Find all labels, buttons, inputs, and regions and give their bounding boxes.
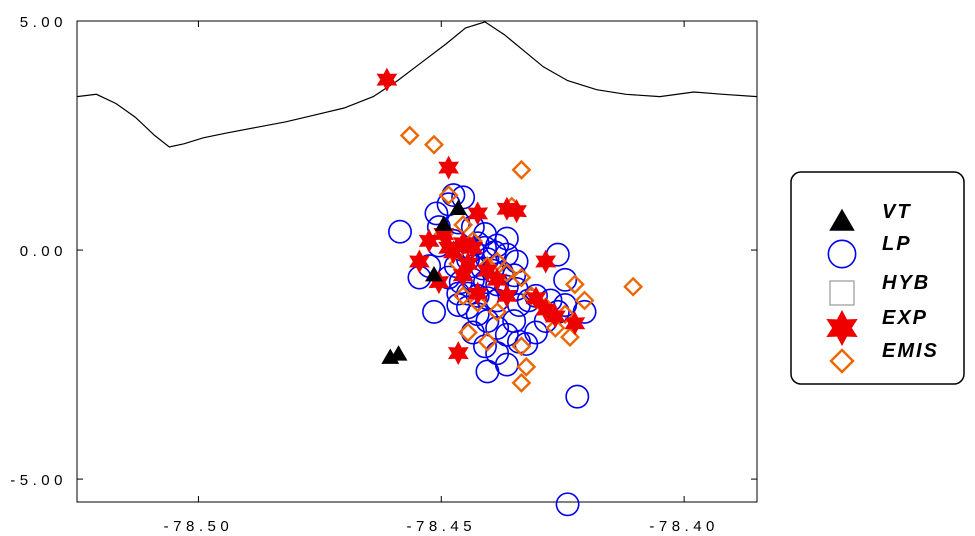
point-lp — [502, 309, 527, 334]
point-emis — [511, 159, 532, 180]
point-emis — [424, 134, 444, 155]
point-exp — [452, 263, 474, 288]
legend-marker-emis — [829, 348, 855, 374]
point-lp — [485, 233, 510, 258]
legend-item-emis: EMIS — [829, 340, 939, 374]
point-emis — [477, 331, 498, 352]
plot-area — [76, 20, 758, 503]
point-lp — [424, 201, 449, 226]
point-exp — [452, 231, 474, 256]
legend-item-lp: LP — [827, 233, 912, 269]
point-exp — [447, 341, 469, 366]
point-exp — [438, 155, 459, 180]
point-exp — [462, 235, 484, 260]
point-emis — [438, 185, 459, 206]
point-exp — [506, 199, 527, 224]
y-tick-label: 5.00 — [20, 14, 67, 31]
point-exp — [418, 228, 440, 253]
point-vt — [425, 266, 443, 282]
legend-marker-lp — [827, 239, 857, 269]
point-exp — [496, 196, 518, 221]
point-exp — [564, 311, 586, 336]
point-exp — [376, 67, 398, 92]
y-tick-label: 0.00 — [20, 243, 67, 260]
point-emis — [467, 292, 488, 313]
point-exp — [433, 222, 455, 246]
topography-layer — [76, 21, 758, 148]
topography-line — [76, 21, 758, 148]
point-lp — [388, 219, 412, 244]
point-emis — [399, 125, 420, 146]
legend-label-vt: VT — [882, 201, 912, 223]
legend-label-lp: LP — [882, 233, 912, 255]
point-exp — [535, 249, 557, 274]
point-lp — [460, 320, 485, 345]
y-tick-label: -5.00 — [10, 472, 67, 489]
point-emis — [511, 267, 532, 288]
point-exp — [457, 251, 479, 276]
legend-label-emis: EMIS — [882, 340, 939, 362]
point-exp — [496, 283, 518, 308]
point-lp — [475, 359, 500, 384]
point-exp — [438, 235, 459, 260]
point-lp — [494, 322, 519, 347]
point-emis — [511, 372, 532, 393]
point-emis — [453, 285, 474, 306]
x-tick-label: -78.45 — [407, 518, 477, 535]
legend-item-hyb: HYB — [829, 272, 930, 306]
point-emis — [564, 274, 585, 295]
legend-marker-hyb — [829, 280, 855, 306]
point-exp — [486, 267, 508, 292]
point-exp — [545, 304, 566, 329]
legend: VT LP HYB EXP EMIS — [790, 171, 965, 385]
series-exp — [376, 67, 586, 366]
point-exp — [428, 270, 450, 295]
point-exp — [409, 249, 430, 274]
point-lp — [565, 384, 590, 409]
plot-frame — [76, 20, 758, 503]
marks-layer — [376, 67, 644, 517]
series-lp — [388, 183, 597, 517]
point-emis — [560, 327, 580, 348]
point-emis — [511, 336, 532, 357]
point-lp — [555, 492, 580, 517]
point-emis — [574, 290, 595, 311]
point-lp — [572, 299, 597, 324]
legend-label-exp: EXP — [882, 307, 928, 329]
series-vt — [381, 199, 468, 364]
point-emis — [623, 276, 644, 297]
legend-item-vt: VT — [829, 201, 912, 231]
point-vt — [381, 348, 400, 364]
point-exp — [477, 258, 498, 283]
point-emis — [545, 317, 566, 338]
point-emis — [458, 322, 478, 343]
point-exp — [525, 286, 547, 311]
point-lp — [422, 299, 446, 324]
point-exp — [535, 297, 557, 322]
point-exp — [467, 201, 489, 226]
x-tick-label: -78.50 — [164, 518, 234, 535]
legend-label-hyb: HYB — [882, 272, 930, 294]
point-vt — [434, 215, 453, 232]
x-tick-label: -78.40 — [649, 518, 719, 535]
legend-item-exp: EXP — [826, 307, 928, 346]
legend-marker-vt — [829, 208, 855, 231]
legend-marker-exp — [826, 310, 858, 346]
point-vt — [449, 199, 468, 215]
point-emis — [487, 301, 508, 322]
point-exp — [467, 281, 489, 306]
axes-layer: -78.50 -78.45 -78.40 5.00 0.00 -5.00 — [10, 14, 757, 535]
point-emis — [496, 263, 517, 283]
point-emis — [516, 356, 537, 377]
point-lp — [553, 267, 578, 292]
